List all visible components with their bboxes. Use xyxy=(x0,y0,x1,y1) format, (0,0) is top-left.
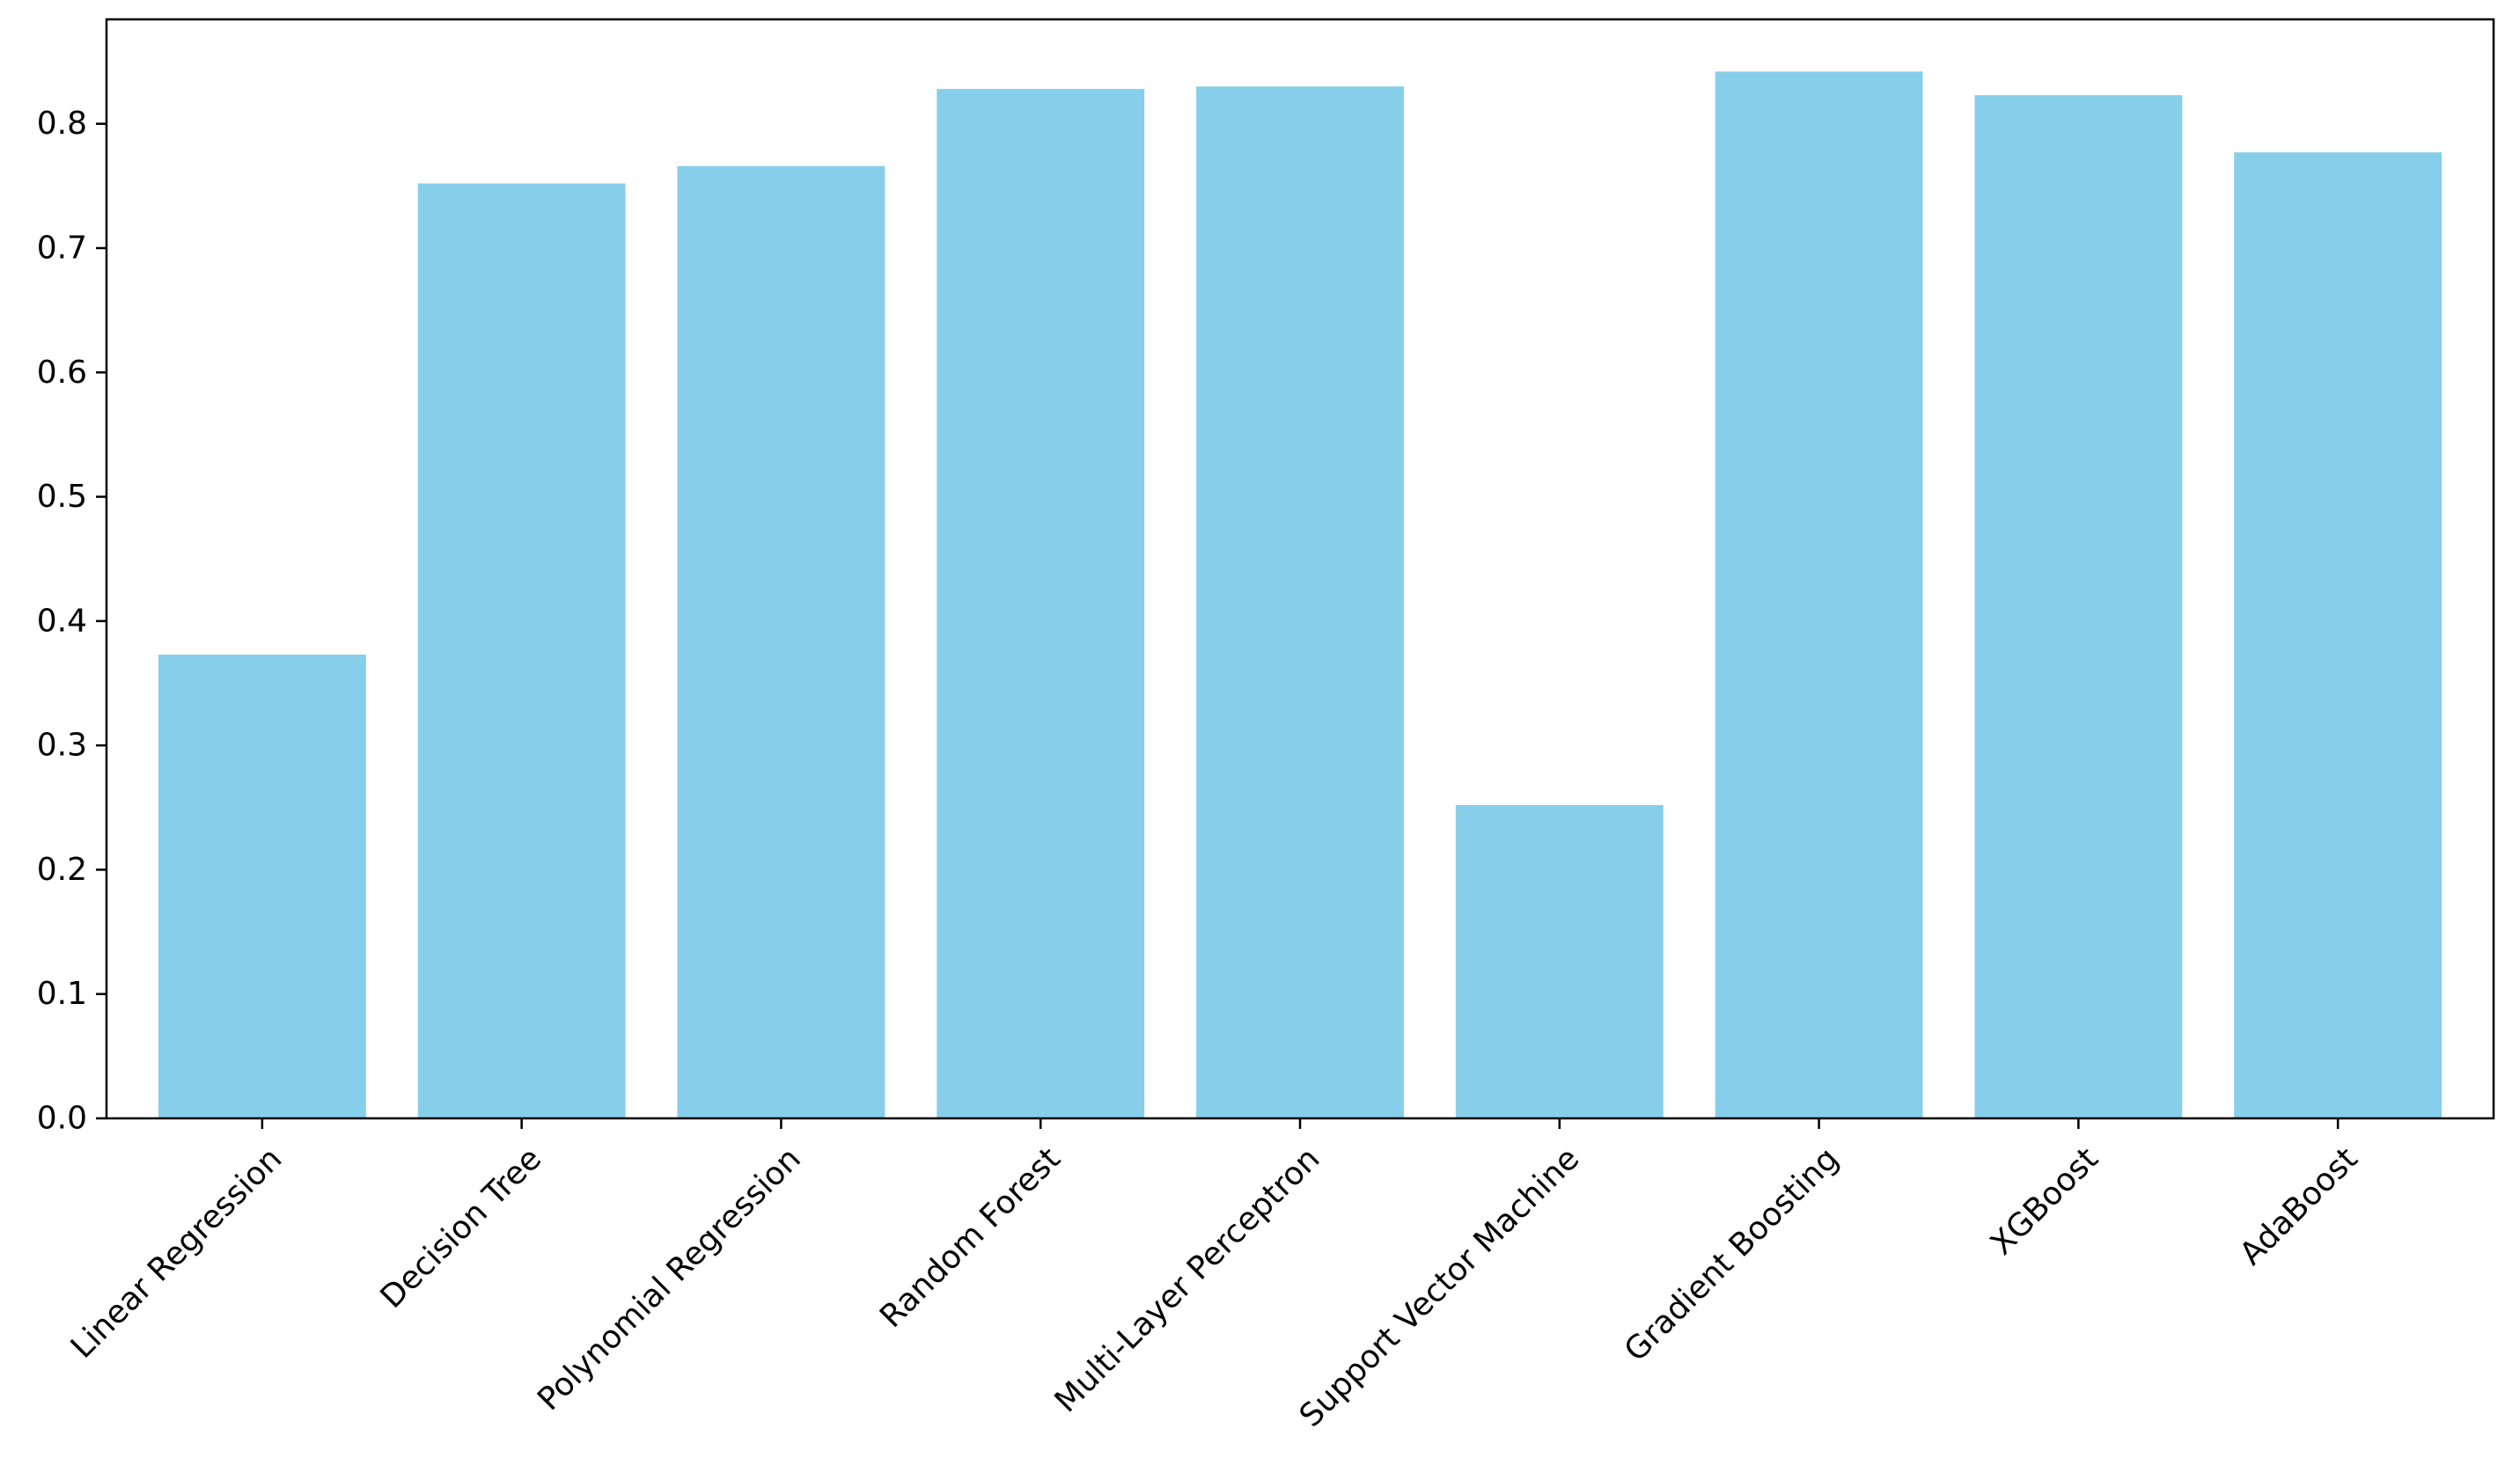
y-tick-label: 0.1 xyxy=(37,976,87,1012)
y-tick-label: 0.7 xyxy=(37,230,87,266)
bar-multi-layer-perceptron xyxy=(1196,86,1404,1118)
x-tick-label: Linear Regression xyxy=(64,1140,289,1365)
x-tick-label: Decision Tree xyxy=(374,1140,548,1315)
x-tick-label: Gradient Boosting xyxy=(1618,1140,1846,1368)
x-tick-label: Multi-Layer Perceptron xyxy=(1048,1140,1327,1419)
y-tick-label: 0.8 xyxy=(37,106,87,142)
bar-xgboost xyxy=(1974,95,2183,1119)
x-tick-label: Polynomial Regression xyxy=(531,1140,808,1418)
bar-gradient-boosting xyxy=(1715,71,1923,1118)
bar-decision-tree xyxy=(417,183,626,1119)
x-tick-label: AdaBoost xyxy=(2233,1140,2365,1272)
bar-adaboost xyxy=(2234,152,2443,1118)
x-tick-label: Support Vector Machine xyxy=(1293,1140,1586,1433)
y-tick-label: 0.0 xyxy=(37,1101,87,1137)
bar-polynomial-regression xyxy=(677,165,885,1119)
bar-linear-regression xyxy=(158,654,366,1118)
x-tick-label: XGBoost xyxy=(1984,1140,2105,1262)
bars-layer xyxy=(158,71,2443,1119)
bar-support-vector-machine xyxy=(1455,804,1664,1118)
x-axis: Linear Regression Decision TreePolynomial… xyxy=(64,1118,2365,1434)
y-tick-label: 0.3 xyxy=(37,728,87,764)
bar-random-forest xyxy=(937,89,1145,1118)
y-tick-label: 0.4 xyxy=(37,603,87,639)
y-tick-label: 0.6 xyxy=(37,355,87,391)
y-tick-label: 0.2 xyxy=(37,852,87,888)
y-axis: 0.0 0.1 0.2 0.3 0.4 0.5 0.6 0.7 0.8 xyxy=(37,106,107,1137)
y-tick-label: 0.5 xyxy=(37,479,87,515)
x-tick-label: Random Forest xyxy=(873,1140,1068,1335)
